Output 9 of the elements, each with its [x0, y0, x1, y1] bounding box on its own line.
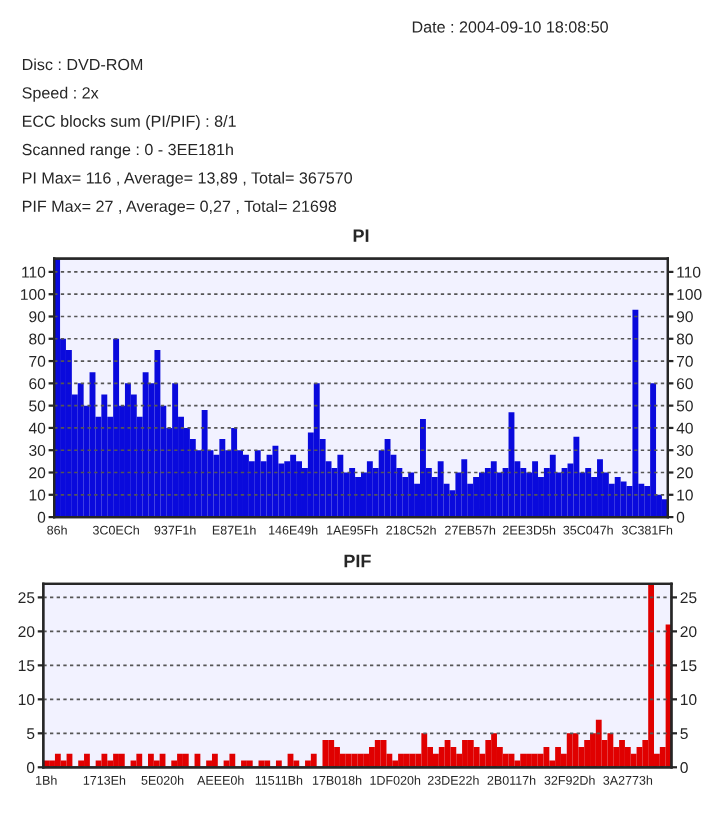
text: Speed : 2x: [22, 86, 99, 102]
text: Date : 2004-09-10 18:08:50: [412, 21, 608, 33]
text: PIF Max= 27 , Average= 0,27 , Total= 21698: [22, 200, 337, 216]
chart-title: PI: [353, 229, 369, 242]
text: PI Max= 116 , Average= 13,89 , Total= 367570: [22, 171, 353, 187]
text: ECC blocks sum (PI/PIF) : 8/1: [22, 115, 236, 131]
text: Scanned range : 0 - 3EE181h: [22, 143, 233, 159]
chart-title: PIF: [344, 554, 371, 568]
text: Disc : DVD-ROM: [22, 58, 143, 71]
